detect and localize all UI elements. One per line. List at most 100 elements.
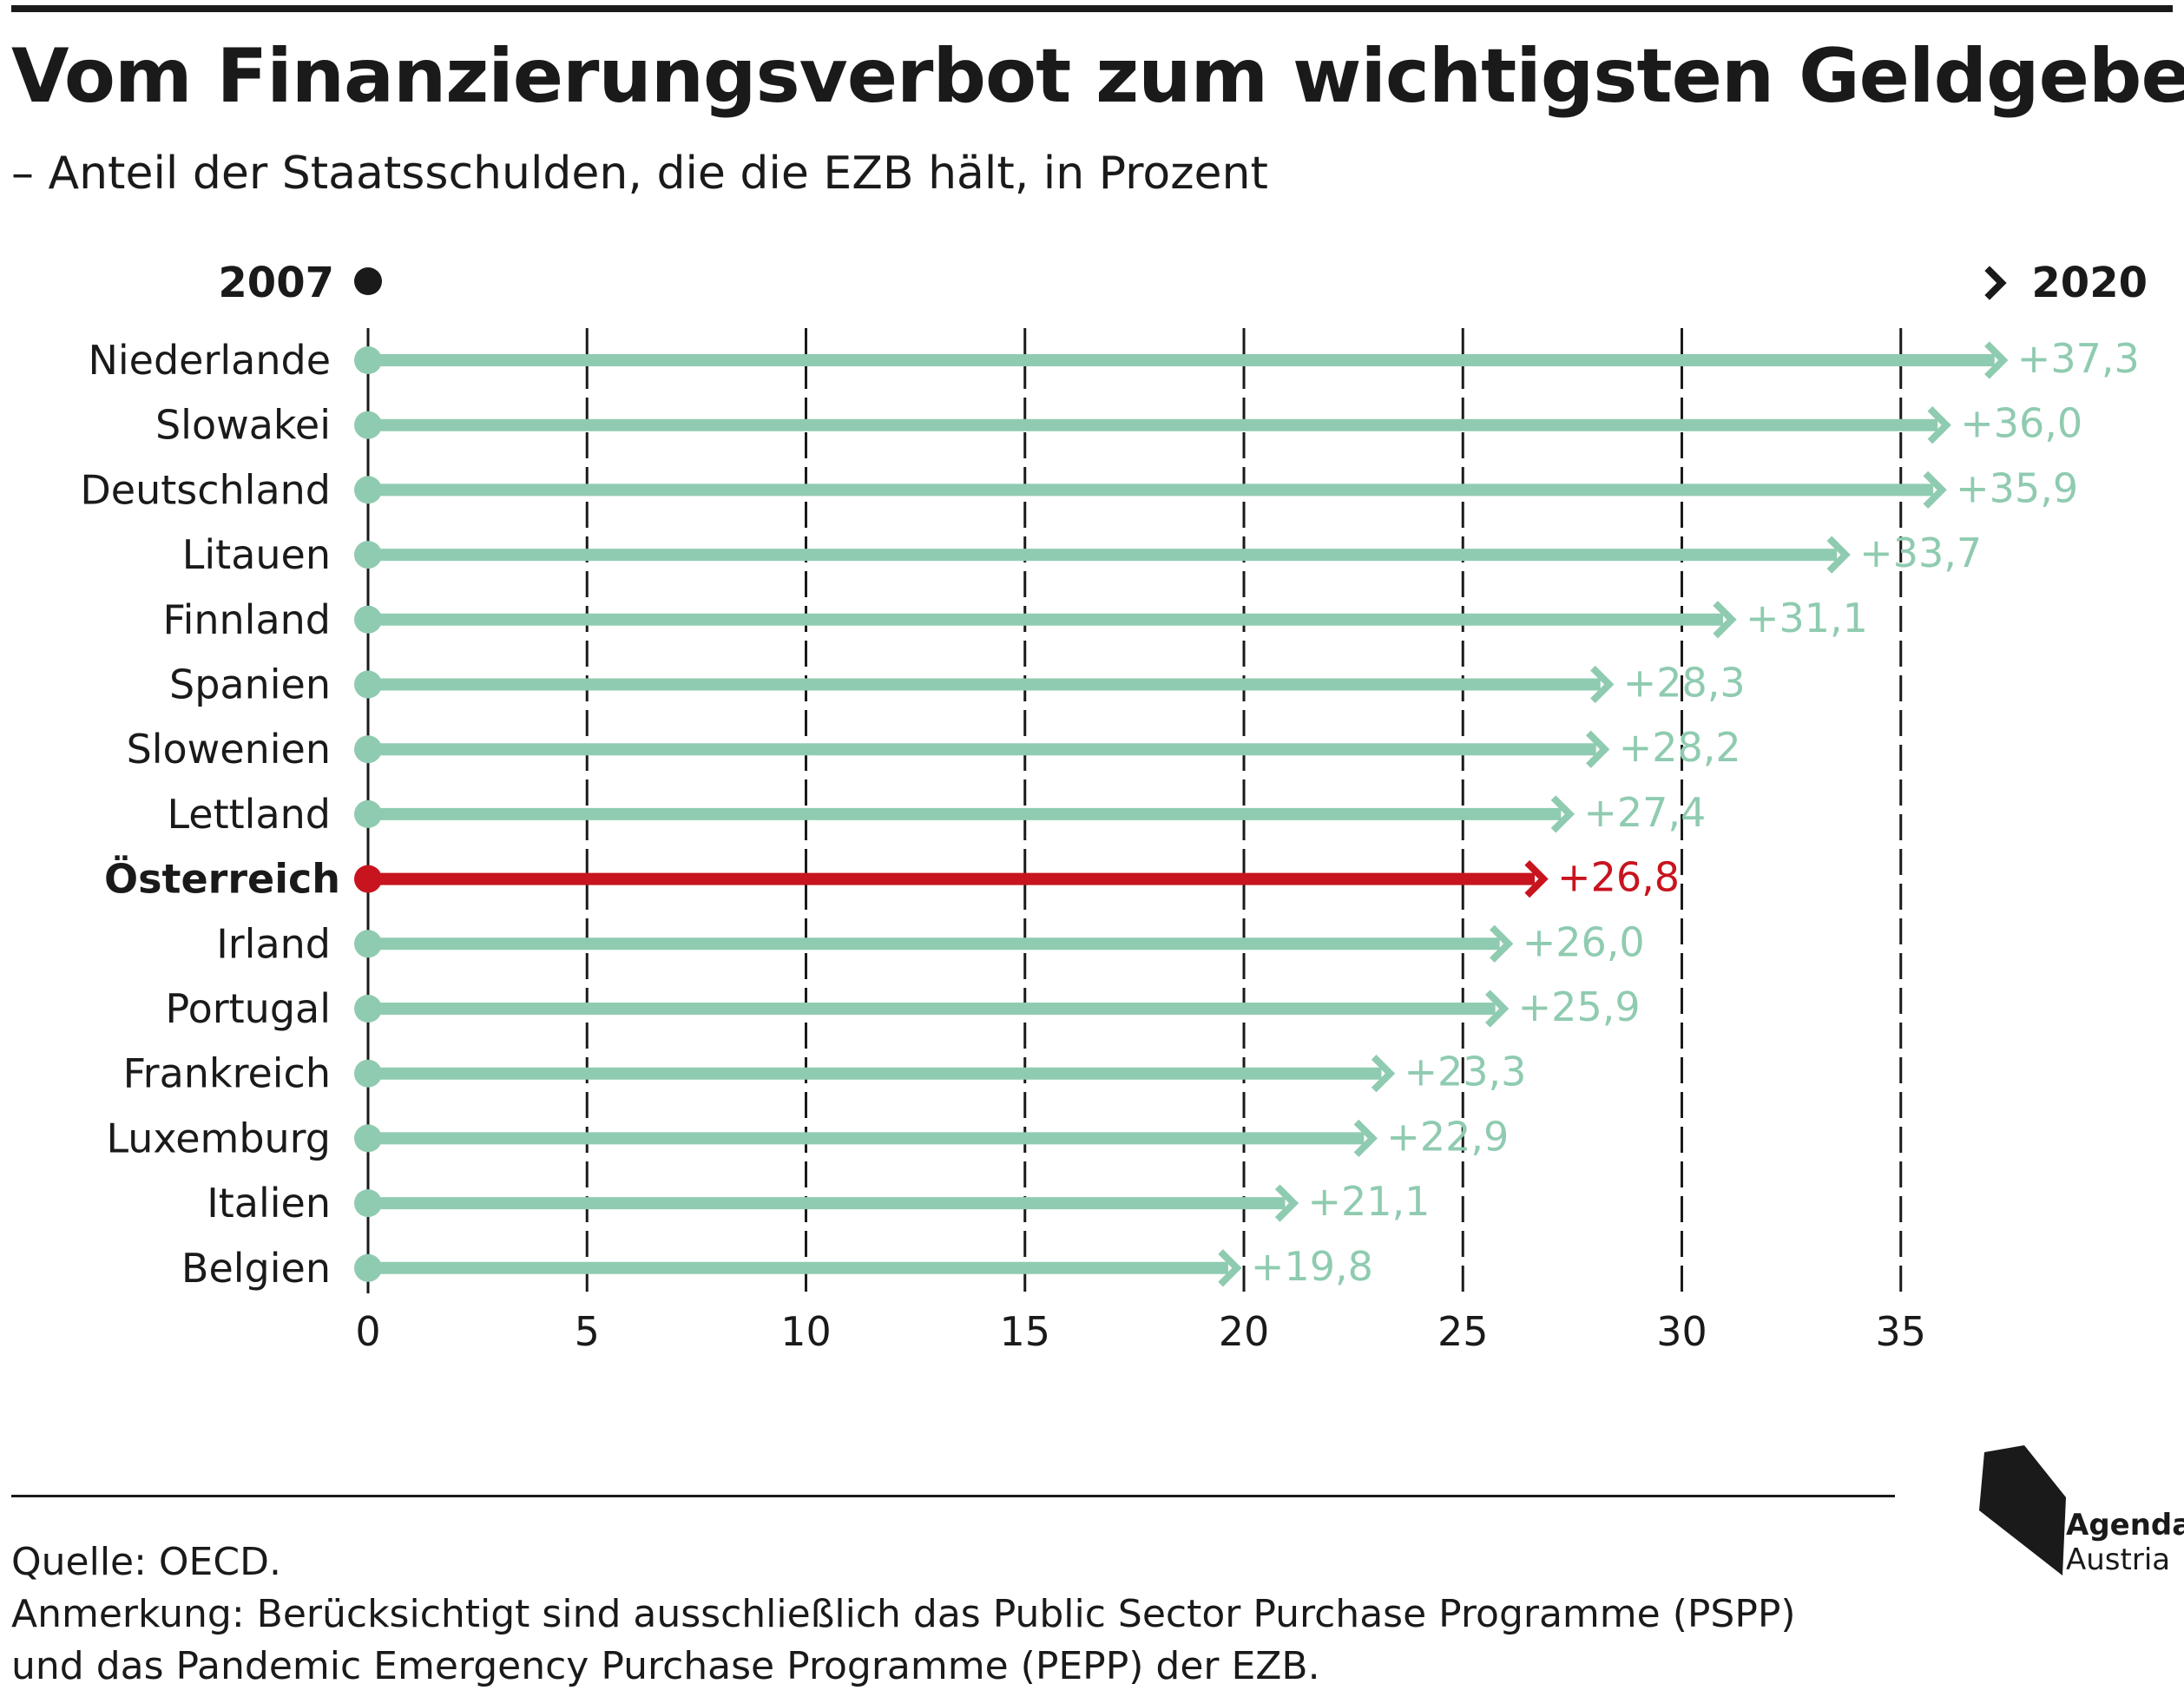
category-label: Lettland xyxy=(167,791,331,838)
source-note: Quelle: OECD. xyxy=(11,1540,281,1584)
chart: 2007 2020 Niederlande +37,3 Slowakei +36,0 D… xyxy=(80,259,2148,1355)
start-dot xyxy=(354,735,382,764)
arrow-head xyxy=(1550,795,1575,833)
category-label: Deutschland xyxy=(80,466,331,513)
value-label: +21,1 xyxy=(1307,1178,1430,1225)
start-dot xyxy=(354,865,382,893)
chart-subtitle: – Anteil der Staatsschulden, die die EZB… xyxy=(11,148,1268,200)
start-dot xyxy=(354,1124,382,1153)
value-label: +26,8 xyxy=(1557,854,1680,901)
arrow-head xyxy=(1923,470,1947,510)
x-tick-label: 20 xyxy=(1219,1308,1270,1355)
arrow-head xyxy=(1218,1249,1242,1287)
category-label: Slowakei xyxy=(155,402,331,449)
x-axis: 0 5 10 15 20 25 30 35 xyxy=(355,1308,1926,1355)
arrow-head xyxy=(1590,665,1615,704)
start-dot xyxy=(354,930,382,958)
category-label: Litauen xyxy=(182,531,331,578)
x-tick-label: 25 xyxy=(1437,1308,1489,1355)
row-0: Niederlande +37,3 xyxy=(88,335,2139,384)
arrow-head xyxy=(1490,924,1514,963)
category-label: Niederlande xyxy=(88,337,331,384)
arrow-head xyxy=(1485,990,1510,1028)
value-label: +27,4 xyxy=(1583,789,1706,836)
legend: 2007 2020 xyxy=(218,259,2148,307)
row-10: Portugal +25,9 xyxy=(165,983,1640,1032)
category-label: Luxemburg xyxy=(106,1115,331,1161)
arrow-head xyxy=(1371,1055,1396,1093)
start-dot xyxy=(354,346,382,374)
arrow-head xyxy=(1353,1119,1378,1158)
value-label: +33,7 xyxy=(1859,529,1982,576)
legend-start-label: 2007 xyxy=(218,259,334,307)
row-6: Slowenien +28,2 xyxy=(127,724,1741,773)
start-dot xyxy=(354,476,382,504)
arrow-head xyxy=(1524,859,1549,898)
row-4: Finnland +31,1 xyxy=(162,595,1867,643)
category-label: Italien xyxy=(207,1180,331,1227)
value-label: +22,9 xyxy=(1386,1113,1509,1160)
arrow-head xyxy=(1826,536,1851,574)
chart-title: Vom Finanzierungsverbot zum wichtigsten … xyxy=(11,33,2184,120)
start-dot xyxy=(354,1253,382,1282)
value-label: +28,3 xyxy=(1623,660,1746,707)
start-dot xyxy=(354,995,382,1023)
row-7: Lettland +27,4 xyxy=(167,789,1706,838)
row-2: Deutschland +35,9 xyxy=(80,464,2078,513)
arrow-head xyxy=(1586,730,1610,768)
row-8: Österreich +26,8 xyxy=(104,854,1680,903)
footer-notes: Quelle: OECD. Anmerkung: Berücksichtigt … xyxy=(11,1536,1796,1693)
arrow-head xyxy=(1274,1184,1299,1222)
bottom-rule xyxy=(11,1495,1895,1497)
value-label: +28,2 xyxy=(1619,724,1741,771)
start-dot xyxy=(354,411,382,439)
category-label: Irland xyxy=(216,920,331,967)
rows-layer: Niederlande +37,3 Slowakei +36,0 Deutschland… xyxy=(80,335,2139,1292)
value-label: +25,9 xyxy=(1518,983,1641,1030)
value-label: +37,3 xyxy=(2017,335,2140,382)
legend-end-label: 2020 xyxy=(2031,259,2148,307)
legend-end-chevron xyxy=(1984,266,2007,300)
value-label: +26,0 xyxy=(1523,918,1645,965)
row-1: Slowakei +36,0 xyxy=(155,400,2082,449)
remark-line-1: Anmerkung: Berücksichtigt sind ausschlie… xyxy=(11,1592,1796,1636)
start-dot xyxy=(354,1059,382,1088)
legend-start-dot xyxy=(354,267,382,295)
logo-text-agenda: Agenda xyxy=(2066,1508,2184,1542)
start-dot xyxy=(354,541,382,569)
row-13: Italien +21,1 xyxy=(207,1178,1430,1227)
start-dot xyxy=(354,605,382,634)
row-14: Belgien +19,8 xyxy=(181,1243,1373,1292)
row-5: Spanien +28,3 xyxy=(169,660,1746,708)
row-12: Luxemburg +22,9 xyxy=(106,1113,1509,1161)
start-dot xyxy=(354,1189,382,1218)
arrow-head xyxy=(1713,601,1737,639)
category-label: Belgien xyxy=(181,1245,331,1292)
category-label: Finnland xyxy=(162,596,331,643)
value-label: +31,1 xyxy=(1746,595,1868,641)
category-label: Frankreich xyxy=(123,1050,331,1097)
category-label: Österreich xyxy=(104,856,340,903)
row-3: Litauen +33,7 xyxy=(182,529,1982,578)
value-label: +35,9 xyxy=(1956,464,2078,511)
agenda-austria-logo: Agenda Austria xyxy=(1979,1445,2184,1593)
x-tick-label: 30 xyxy=(1656,1308,1707,1355)
x-tick-label: 35 xyxy=(1875,1308,1926,1355)
category-label: Spanien xyxy=(169,661,331,708)
value-label: +36,0 xyxy=(1960,400,2082,447)
top-rule xyxy=(11,5,2173,12)
start-dot xyxy=(354,670,382,699)
logo-text-austria: Austria xyxy=(2066,1542,2171,1577)
row-11: Frankreich +23,3 xyxy=(123,1049,1527,1097)
x-tick-label: 5 xyxy=(575,1308,600,1355)
x-tick-label: 15 xyxy=(999,1308,1050,1355)
category-label: Portugal xyxy=(165,985,331,1032)
value-label: +23,3 xyxy=(1404,1049,1526,1095)
x-tick-label: 10 xyxy=(780,1308,832,1355)
value-label: +19,8 xyxy=(1251,1243,1373,1290)
category-label: Slowenien xyxy=(127,726,331,773)
row-9: Irland +26,0 xyxy=(216,918,1644,967)
arrow-head xyxy=(1984,341,2009,379)
arrow-head xyxy=(1927,406,1951,444)
start-dot xyxy=(354,799,382,828)
